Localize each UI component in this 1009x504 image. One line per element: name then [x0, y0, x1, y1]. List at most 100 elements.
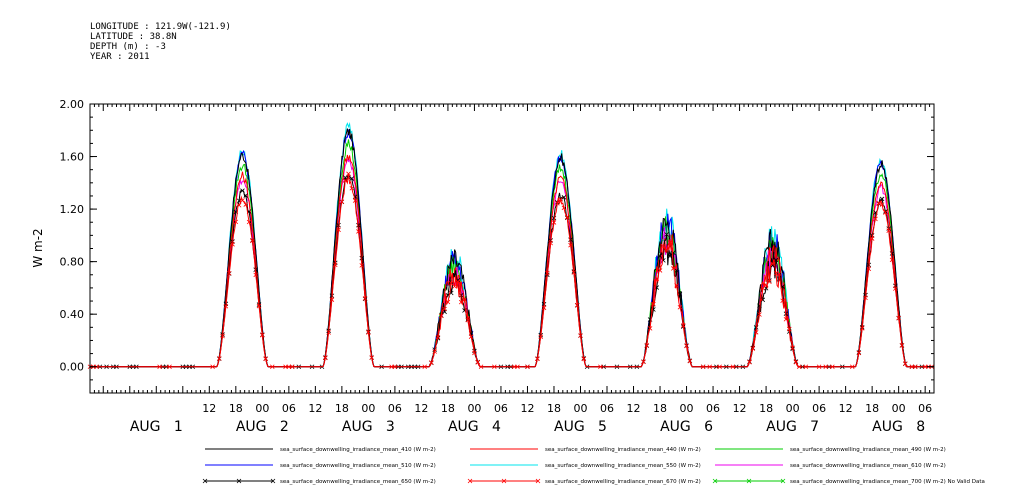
series-marker	[684, 343, 689, 349]
series-marker	[558, 197, 563, 202]
latitude-label: LATITUDE : 38.8N	[90, 32, 177, 42]
series-marker	[664, 247, 669, 253]
series-marker	[339, 199, 345, 204]
series-marker	[912, 364, 918, 370]
series-marker	[651, 301, 656, 307]
series-marker	[909, 364, 915, 370]
series-marker	[452, 284, 457, 289]
series-marker	[243, 202, 249, 207]
series-marker	[329, 297, 335, 302]
x-tick-label: 12	[202, 402, 216, 415]
series-marker	[286, 364, 292, 370]
series-marker	[859, 326, 865, 331]
series-marker	[687, 358, 693, 364]
series-marker	[442, 306, 447, 312]
ticks-layer: 0.00 0.40 0.80 1.20 1.60 2.00 12 18 00 06 12 18 00 06…	[60, 98, 935, 435]
series-marker	[767, 279, 772, 285]
x-tick-label: 18	[441, 402, 455, 415]
series-marker	[644, 343, 650, 348]
series-marker	[157, 364, 162, 370]
series-marker	[783, 316, 789, 322]
series-marker	[465, 317, 471, 323]
x-tick-label: 18	[547, 402, 561, 415]
x-tick-label: 18	[759, 402, 773, 415]
x-tick-label: 12	[414, 402, 428, 415]
series-line	[90, 173, 934, 368]
series-marker	[326, 330, 331, 335]
series-marker	[902, 361, 908, 367]
series-marker	[770, 261, 775, 267]
legend-marker	[501, 478, 507, 484]
series-marker	[700, 364, 706, 370]
series-marker	[568, 242, 573, 248]
series-marker	[220, 333, 225, 339]
series-marker	[863, 295, 868, 301]
x-tick-label: 00	[892, 402, 906, 415]
series-marker	[647, 326, 653, 331]
series-marker	[876, 200, 882, 206]
series-marker	[216, 356, 222, 361]
series-marker	[773, 257, 779, 263]
series-marker	[392, 364, 398, 370]
x-tick-label: 12	[839, 402, 853, 415]
series-marker	[823, 364, 829, 370]
series-layer	[87, 122, 935, 370]
series-marker	[263, 356, 268, 362]
series-marker	[883, 210, 888, 215]
y-tick-label: 1.60	[60, 151, 85, 164]
series-marker	[873, 216, 878, 222]
series-marker	[730, 364, 736, 370]
series-marker	[793, 359, 799, 365]
series-marker	[551, 220, 557, 225]
series-marker	[511, 364, 517, 370]
series-marker	[654, 276, 659, 281]
x-tick-label: 18	[229, 402, 243, 415]
series-marker	[475, 360, 481, 365]
series-marker	[435, 334, 441, 340]
series-line	[90, 154, 934, 368]
x-tick-label: 12	[308, 402, 322, 415]
series-line	[90, 139, 934, 368]
series-marker	[641, 359, 646, 365]
x-tick-label: 06	[494, 402, 508, 415]
x-tick-label: 06	[918, 402, 932, 415]
x-day-label: AUG 2	[236, 419, 289, 435]
longitude-label: LONGITUDE : 121.9W(-121.9)	[90, 22, 231, 32]
series-marker	[886, 228, 891, 233]
series-marker	[458, 299, 464, 305]
series-marker	[349, 176, 355, 181]
series-marker	[896, 315, 901, 321]
series-marker	[223, 303, 229, 309]
x-day-label: AUG 4	[448, 419, 501, 435]
series-marker	[422, 364, 428, 370]
y-tick-label: 0.80	[60, 256, 85, 269]
legend-marker	[202, 478, 208, 484]
series-marker	[246, 219, 252, 225]
series-marker	[717, 364, 722, 370]
legend-label: sea_surface_downwelling_irradiance_mean_…	[545, 463, 701, 469]
x-tick-label: 00	[573, 402, 587, 415]
legend-marker	[270, 478, 276, 484]
series-marker	[598, 364, 603, 370]
series-marker	[362, 296, 368, 301]
series-marker	[230, 242, 235, 247]
series-line	[90, 158, 934, 368]
series-marker	[677, 304, 683, 310]
series-marker	[571, 270, 577, 275]
series-marker	[356, 222, 361, 228]
series-marker	[899, 342, 905, 348]
series-marker	[849, 364, 855, 370]
series-marker	[747, 359, 752, 365]
series-marker	[578, 333, 583, 338]
x-day-label: AUG 3	[342, 419, 395, 435]
x-tick-label: 06	[282, 402, 296, 415]
y-tick-label: 1.20	[60, 203, 85, 216]
x-tick-label: 06	[812, 402, 826, 415]
series-marker	[777, 271, 782, 277]
series-marker	[922, 364, 928, 370]
series-marker	[346, 171, 351, 177]
series-marker	[657, 253, 663, 259]
depth-label: DEPTH (m) : -3	[90, 42, 166, 52]
year-label: YEAR : 2011	[90, 52, 150, 62]
legend-label: sea_surface_downwelling_irradiance_mean_…	[790, 463, 946, 469]
